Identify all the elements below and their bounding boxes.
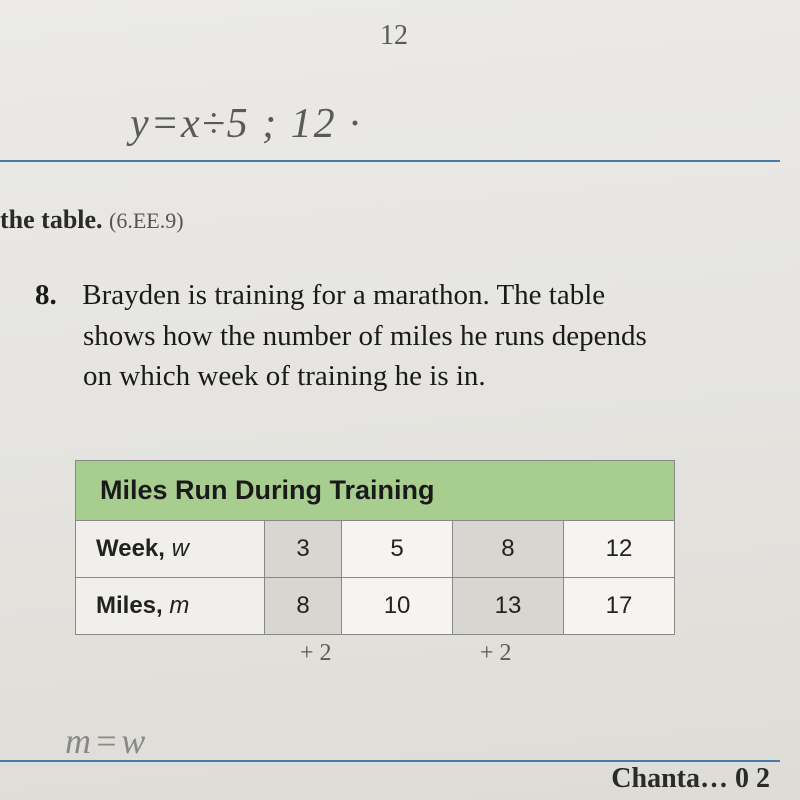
table-title: Miles Run During Training — [76, 461, 675, 521]
miles-cell: 8 — [265, 578, 342, 635]
row2-label-text: Miles, — [96, 592, 163, 619]
training-table: Miles Run During Training Week, w 3 5 8 … — [75, 460, 675, 635]
week-cell: 8 — [453, 521, 564, 578]
rule-line-bottom — [0, 760, 780, 762]
question-number: 8. — [35, 275, 75, 316]
question-line2: shows how the number of miles he runs de… — [83, 316, 790, 357]
question-8: 8. Brayden is training for a marathon. T… — [35, 275, 790, 397]
row-label-miles: Miles, m — [76, 578, 265, 635]
row1-var: w — [172, 535, 189, 562]
rule-line-top — [0, 160, 780, 162]
section-header: the table. (6.EE.9) — [0, 205, 184, 235]
question-line1: Brayden is training for a marathon. The … — [82, 279, 605, 311]
handwriting-equation: y=x÷5 ; 12 · — [130, 100, 362, 148]
question-line3: on which week of training he is in. — [83, 356, 790, 397]
week-cell: 12 — [563, 521, 674, 578]
handwriting-12: 12 — [380, 20, 408, 52]
row2-var: m — [169, 592, 189, 619]
miles-cell: 10 — [342, 578, 453, 635]
handwriting-plus2-b: + 2 — [480, 640, 512, 667]
section-ref: (6.EE.9) — [109, 208, 184, 233]
week-cell: 3 — [265, 521, 342, 578]
week-cell: 5 — [342, 521, 453, 578]
section-prefix: the table. — [0, 205, 103, 234]
table-row: Week, w 3 5 8 12 — [76, 521, 675, 578]
handwriting-plus2-a: + 2 — [300, 640, 332, 667]
miles-cell: 17 — [563, 578, 674, 635]
table-row: Miles, m 8 10 13 17 — [76, 578, 675, 635]
corner-text: Chanta… 0 2 — [611, 763, 770, 795]
handwriting-bottom: m=w — [65, 720, 148, 762]
row1-label-text: Week, — [96, 535, 165, 562]
miles-cell: 13 — [453, 578, 564, 635]
row-label-week: Week, w — [76, 521, 265, 578]
